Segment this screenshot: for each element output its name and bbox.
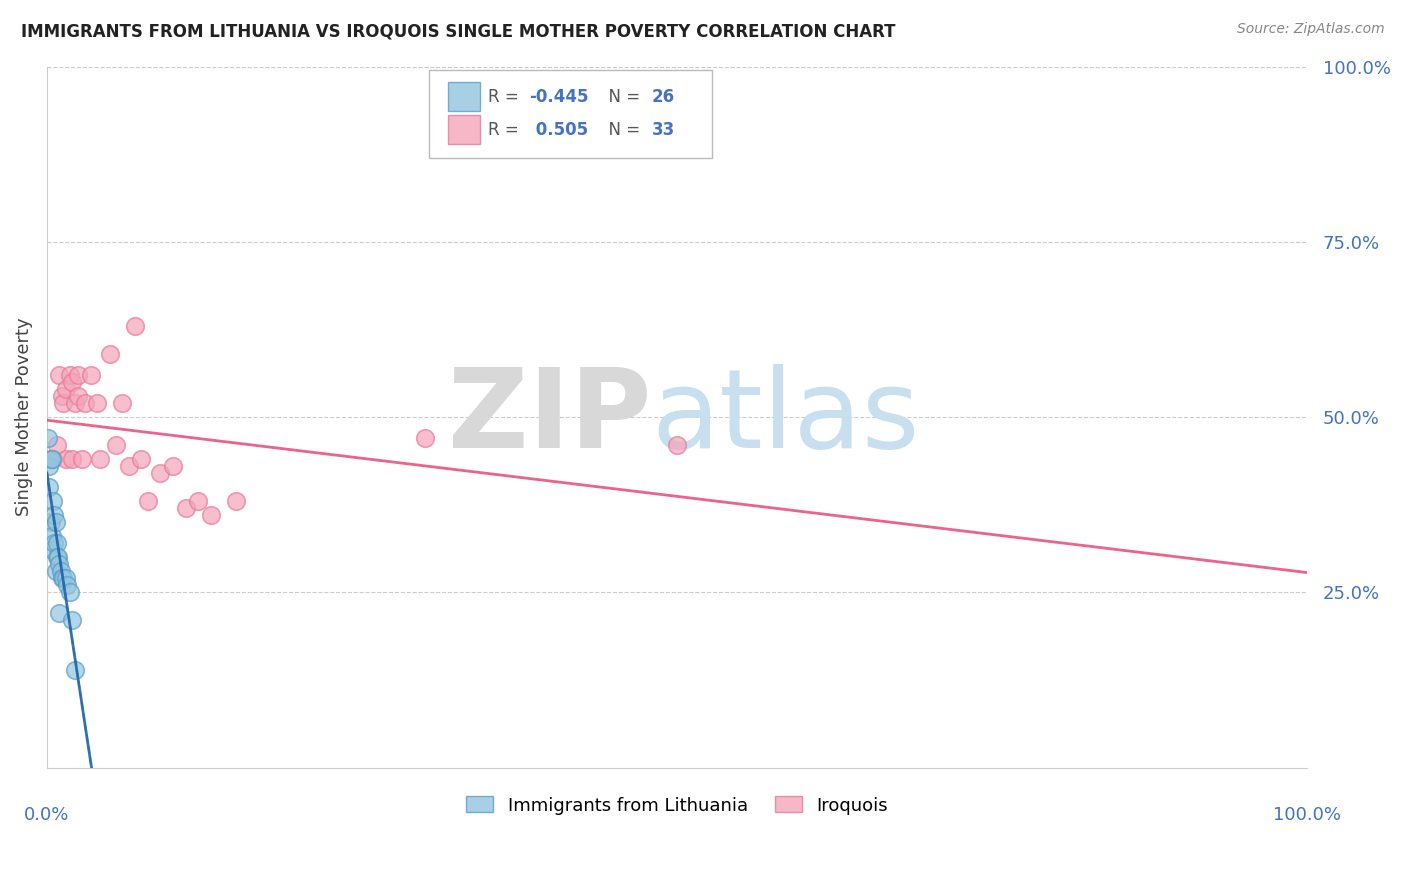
Text: ZIP: ZIP	[449, 364, 652, 471]
Point	[136, 494, 159, 508]
Point	[46, 438, 69, 452]
Point	[39, 452, 62, 467]
Text: IMMIGRANTS FROM LITHUANIA VS IROQUOIS SINGLE MOTHER POVERTY CORRELATION CHART: IMMIGRANTS FROM LITHUANIA VS IROQUOIS SI…	[21, 22, 896, 40]
Point	[37, 431, 59, 445]
Point	[187, 494, 209, 508]
Point	[200, 508, 222, 523]
Point	[49, 565, 72, 579]
Text: 0.0%: 0.0%	[24, 806, 69, 824]
Point	[41, 452, 63, 467]
Point	[51, 571, 73, 585]
Point	[46, 550, 69, 565]
Text: 33: 33	[652, 121, 675, 139]
Point	[55, 452, 77, 467]
Text: R =: R =	[488, 87, 524, 106]
Text: N =: N =	[598, 121, 645, 139]
Point	[58, 368, 80, 382]
Point	[38, 459, 60, 474]
Point	[48, 558, 70, 572]
Point	[60, 614, 83, 628]
Point	[60, 375, 83, 389]
Point	[105, 438, 128, 452]
Text: atlas: atlas	[652, 364, 921, 471]
Point	[665, 438, 688, 452]
Point	[118, 459, 141, 474]
Point	[44, 508, 66, 523]
Text: 26: 26	[652, 87, 675, 106]
Point	[67, 389, 90, 403]
Point	[56, 578, 79, 592]
Legend: Immigrants from Lithuania, Iroquois: Immigrants from Lithuania, Iroquois	[458, 789, 896, 822]
Text: 0.505: 0.505	[530, 121, 588, 139]
Point	[63, 396, 86, 410]
FancyBboxPatch shape	[447, 82, 481, 112]
Point	[86, 396, 108, 410]
Point	[149, 467, 172, 481]
Point	[174, 501, 197, 516]
Point	[413, 431, 436, 445]
Point	[98, 347, 121, 361]
Point	[45, 516, 67, 530]
Text: R =: R =	[488, 121, 524, 139]
Point	[124, 318, 146, 333]
Point	[55, 382, 77, 396]
Point	[162, 459, 184, 474]
Point	[42, 494, 65, 508]
Point	[41, 529, 63, 543]
Point	[38, 480, 60, 494]
Point	[46, 536, 69, 550]
Point	[46, 550, 69, 565]
Point	[80, 368, 103, 382]
Point	[131, 452, 153, 467]
Text: Source: ZipAtlas.com: Source: ZipAtlas.com	[1237, 22, 1385, 37]
Point	[60, 452, 83, 467]
Point	[52, 396, 75, 410]
Text: N =: N =	[598, 87, 645, 106]
Point	[42, 543, 65, 558]
FancyBboxPatch shape	[447, 115, 481, 145]
Point	[51, 389, 73, 403]
Point	[58, 585, 80, 599]
Point	[45, 565, 67, 579]
Point	[70, 452, 93, 467]
Point	[55, 571, 77, 585]
Point	[89, 452, 111, 467]
Point	[48, 607, 70, 621]
Point	[73, 396, 96, 410]
Point	[48, 368, 70, 382]
Text: 100.0%: 100.0%	[1272, 806, 1341, 824]
Point	[39, 516, 62, 530]
Y-axis label: Single Mother Poverty: Single Mother Poverty	[15, 318, 32, 516]
Point	[52, 571, 75, 585]
Point	[67, 368, 90, 382]
Point	[111, 396, 134, 410]
Text: -0.445: -0.445	[530, 87, 589, 106]
Point	[44, 536, 66, 550]
FancyBboxPatch shape	[429, 70, 713, 158]
Point	[225, 494, 247, 508]
Point	[42, 452, 65, 467]
Point	[63, 663, 86, 677]
